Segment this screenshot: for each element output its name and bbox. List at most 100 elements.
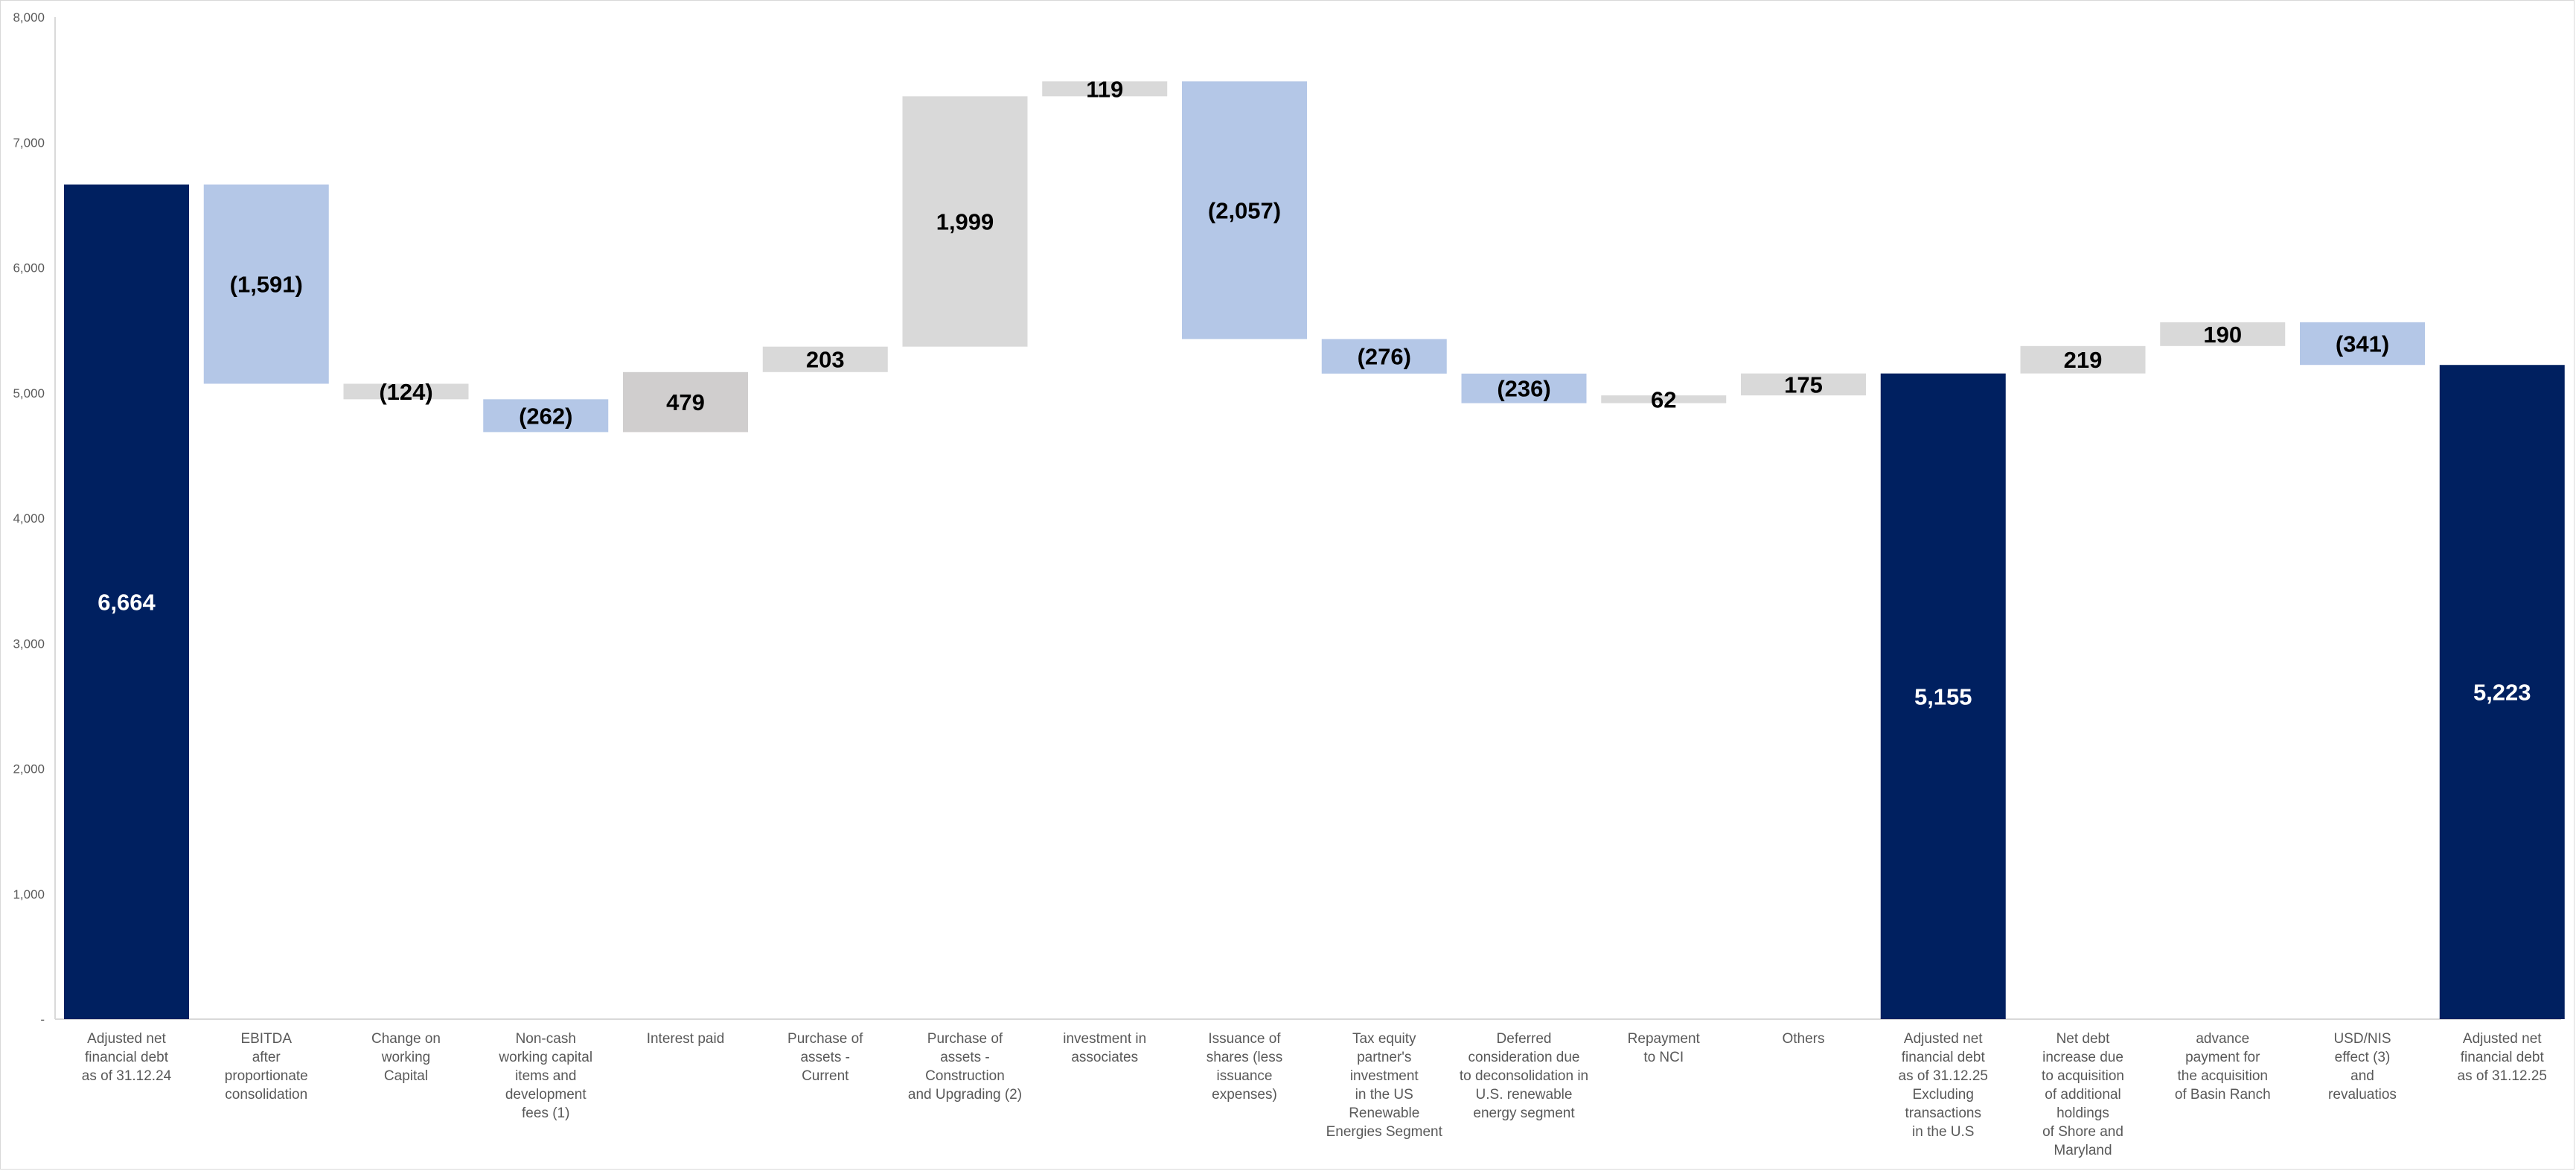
x-category-label: Change on working Capital <box>371 1031 441 1084</box>
x-category-line: Adjusted net <box>87 1031 166 1047</box>
x-category-line: after <box>252 1050 281 1065</box>
x-category-line: in the U.S <box>1912 1124 1974 1140</box>
bar-increase_dark <box>623 371 748 433</box>
x-category-line: as of 31.12.25 <box>2458 1068 2547 1084</box>
x-category-line: expenses) <box>1212 1087 1277 1103</box>
x-category-line: holdings <box>2056 1106 2109 1121</box>
bar-increase <box>2020 345 2146 374</box>
x-category-line: and <box>2350 1068 2374 1084</box>
x-category-label: Repayment to NCI <box>1628 1031 1701 1065</box>
x-category-label: Purchase of assets - Construction and Upgra… <box>908 1031 1022 1103</box>
data-label: (2,057) <box>1208 197 1281 223</box>
data-label: 5,155 <box>1914 683 1972 709</box>
y-tick-label: 2,000 <box>13 762 45 776</box>
x-category-line: energy segment <box>1473 1106 1575 1121</box>
x-category-line: Net debt <box>2056 1031 2111 1047</box>
x-category-line: Non-cash <box>516 1031 576 1047</box>
data-label: (262) <box>519 403 572 429</box>
x-category-line: to deconsolidation in <box>1460 1068 1588 1084</box>
data-label: (236) <box>1497 376 1550 402</box>
x-category-label: advance payment for the acquisition of Basi… <box>2175 1031 2271 1103</box>
x-category-line: items and <box>515 1068 576 1084</box>
x-category-line: consolidation <box>225 1087 307 1103</box>
bar-increase <box>1741 373 1866 396</box>
x-category-line: associates <box>1071 1050 1138 1065</box>
y-tick-label: 5,000 <box>13 386 45 401</box>
y-tick-label: 3,000 <box>13 637 45 651</box>
bar-increase <box>2160 322 2286 346</box>
bar-increase <box>1042 81 1168 97</box>
bar-decrease <box>1321 339 1447 374</box>
bar-decrease <box>203 184 329 384</box>
x-category-line: in the US <box>1355 1087 1413 1103</box>
x-category-line: EBITDA <box>240 1031 292 1047</box>
x-category-line: Construction <box>925 1068 1005 1084</box>
x-category-line: Energies Segment <box>1326 1124 1443 1140</box>
bar-increase <box>902 96 1028 347</box>
x-category-line: assets - <box>800 1050 850 1065</box>
x-category-line: transactions <box>1905 1106 1981 1121</box>
y-tick-label: 8,000 <box>13 10 45 25</box>
x-category-label: Deferred consideration due to deconsolidat… <box>1460 1031 1588 1121</box>
x-category-line: assets - <box>940 1050 990 1065</box>
data-label: 6,664 <box>98 589 156 615</box>
data-label: 1,999 <box>936 208 994 235</box>
x-category-line: Deferred <box>1497 1031 1552 1047</box>
x-category-line: investment in <box>1063 1031 1146 1047</box>
x-category-label: USD/NIS effect (3) and revaluatios <box>2328 1031 2397 1103</box>
x-category-line: payment for <box>2185 1050 2260 1065</box>
data-label: (276) <box>1358 344 1411 370</box>
data-label: 203 <box>806 347 845 373</box>
data-labels: 6,664 (1,591) (124) (262) 479 203 1,999 119 (2,0… <box>98 76 2531 709</box>
x-category-line: Adjusted net <box>1904 1031 1983 1047</box>
data-label: (341) <box>2336 331 2389 357</box>
x-category-line: Issuance of <box>1208 1031 1281 1047</box>
x-category-line: Repayment <box>1628 1031 1701 1047</box>
x-category-line: of additional <box>2045 1087 2120 1103</box>
x-category-line: Change on <box>371 1031 441 1047</box>
bar-total <box>64 184 189 1020</box>
x-category-line: Maryland <box>2054 1143 2112 1158</box>
x-category-label: Tax equity partner's investment in the US Re… <box>1326 1031 1443 1140</box>
x-category-line: and Upgrading (2) <box>908 1087 1022 1103</box>
x-category-line: Tax equity <box>1352 1031 1416 1047</box>
x-category-line: working <box>381 1050 430 1065</box>
x-category-line: Excluding <box>1913 1087 1974 1103</box>
x-category-line: Current <box>802 1068 849 1084</box>
x-category-line: fees (1) <box>522 1106 569 1121</box>
x-category-line: Purchase of <box>787 1031 863 1047</box>
data-label: 190 <box>2203 322 2242 348</box>
x-category-line: financial debt <box>2461 1050 2545 1065</box>
x-category-line: Capital <box>384 1068 428 1084</box>
x-category-line: Others <box>1782 1031 1824 1047</box>
bar-total <box>2439 365 2565 1020</box>
x-category-line: to NCI <box>1643 1050 1684 1065</box>
x-category-line: U.S. renewable <box>1476 1087 1573 1103</box>
x-category-line: increase due <box>2042 1050 2123 1065</box>
x-category-line: the acquisition <box>2178 1068 2268 1084</box>
bar-decrease <box>1461 373 1587 403</box>
x-category-label: Interest paid <box>647 1031 725 1047</box>
x-category-line: as of 31.12.24 <box>82 1068 172 1084</box>
x-category-label: Issuance of shares (less issuance expenses) <box>1206 1031 1282 1103</box>
x-category-line: as of 31.12.25 <box>1899 1068 1988 1084</box>
x-category-line: effect (3) <box>2335 1050 2391 1065</box>
x-category-line: consideration due <box>1468 1050 1580 1065</box>
y-axis-ticks: - 1,000 2,000 3,000 4,000 5,000 6,000 7,000 8,00… <box>13 10 45 1027</box>
x-category-label: Adjusted net financial debt as of 31.12.24 <box>82 1031 172 1084</box>
x-category-line: of Basin Ranch <box>2175 1087 2271 1103</box>
y-tick-label: 6,000 <box>13 261 45 275</box>
x-category-label: Adjusted net financial debt as of 31.12.25… <box>1899 1031 1988 1140</box>
x-category-line: USD/NIS <box>2333 1031 2391 1047</box>
x-category-line: Renewable <box>1349 1106 1419 1121</box>
x-category-line: development <box>505 1087 587 1103</box>
x-category-label: Non-cash working capital items and developm… <box>498 1031 592 1121</box>
y-tick-label: 4,000 <box>13 511 45 526</box>
bars <box>64 81 2565 1020</box>
x-category-line: Interest paid <box>647 1031 725 1047</box>
x-category-line: issuance <box>1217 1068 1273 1084</box>
data-label: (1,591) <box>230 272 303 298</box>
x-category-line: advance <box>2196 1031 2249 1047</box>
x-category-label: Purchase of assets - Current <box>787 1031 863 1084</box>
